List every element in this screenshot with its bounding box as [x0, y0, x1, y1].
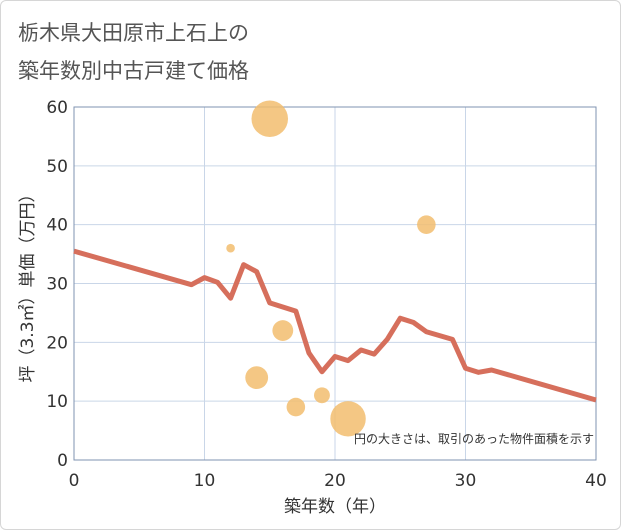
scatter-point-7	[417, 215, 436, 234]
y-tick-label-0: 0	[57, 451, 68, 471]
axis-ticks: 0 10 20 30 40 0 10 20 30 40 50 60	[46, 98, 606, 491]
scatter-point-6	[330, 401, 366, 437]
bubble-size-note: 円の大きさは、取引のあった物件面積を示す	[354, 431, 594, 446]
y-tick-label-30: 30	[46, 275, 68, 295]
y-tick-label-50: 50	[46, 157, 68, 177]
x-tick-label-10: 10	[194, 471, 216, 491]
y-tick-label-40: 40	[46, 216, 68, 236]
x-tick-label-20: 20	[324, 471, 346, 491]
x-axis-label: 築年数（年）	[284, 497, 386, 517]
x-tick-label-0: 0	[69, 471, 80, 491]
scatter-point-2	[251, 100, 289, 138]
scatter-point-1	[245, 366, 269, 390]
scatter-bubbles	[226, 100, 436, 437]
scatter-point-4	[286, 397, 306, 417]
chart-title-line-2: 築年数別中古戸建て価格	[18, 59, 249, 83]
y-tick-label-20: 20	[46, 333, 68, 353]
x-tick-label-40: 40	[585, 471, 607, 491]
chart-title-line-1: 栃木県大田原市上石上の	[18, 21, 249, 45]
y-axis-label: 坪（3.3㎡）単価（万円）	[18, 185, 38, 382]
y-tick-label-10: 10	[46, 392, 68, 412]
average-price-line	[73, 248, 597, 403]
scatter-point-0	[226, 243, 235, 253]
scatter-point-3	[272, 320, 294, 341]
y-tick-label-60: 60	[46, 98, 68, 118]
x-tick-label-30: 30	[455, 471, 477, 491]
plot-frame	[73, 106, 597, 461]
chart-title: 栃木県大田原市上石上の 築年数別中古戸建て価格	[18, 14, 249, 90]
scatter-point-5	[314, 387, 330, 404]
